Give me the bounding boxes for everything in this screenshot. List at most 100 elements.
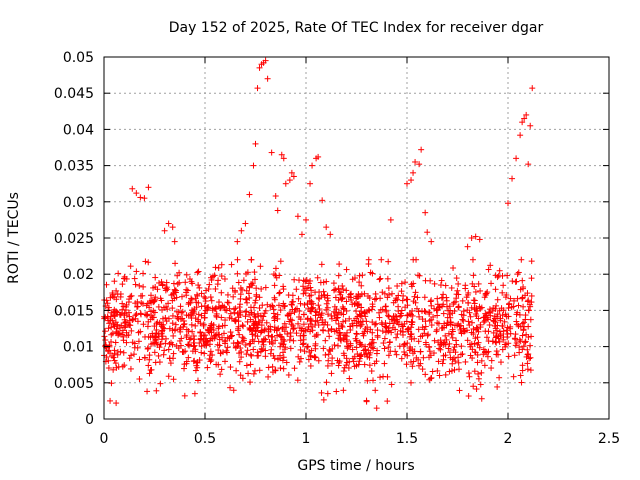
data-point	[478, 369, 485, 376]
data-point	[259, 339, 266, 346]
data-point	[347, 342, 354, 349]
data-point	[129, 339, 136, 346]
data-point	[419, 366, 426, 373]
data-point	[264, 75, 271, 82]
data-point	[304, 343, 311, 350]
data-point	[242, 220, 249, 227]
data-point	[308, 292, 315, 299]
data-point	[250, 162, 257, 169]
data-point	[388, 381, 395, 388]
data-point	[145, 259, 152, 266]
data-point	[277, 333, 284, 340]
data-point	[433, 326, 440, 333]
data-point	[377, 374, 384, 381]
data-point	[183, 292, 190, 299]
data-point	[265, 328, 272, 335]
data-point	[410, 256, 417, 263]
data-point	[456, 323, 463, 330]
data-point	[420, 354, 427, 361]
data-point	[475, 339, 482, 346]
data-point	[342, 317, 349, 324]
data-point	[306, 297, 313, 304]
data-point	[247, 304, 254, 311]
data-point	[527, 354, 534, 361]
data-point	[349, 355, 356, 362]
data-point	[197, 335, 204, 342]
data-point	[370, 377, 377, 384]
data-point	[343, 287, 350, 294]
data-point	[169, 320, 176, 327]
data-point	[280, 300, 287, 307]
data-point	[212, 332, 219, 339]
data-point	[146, 304, 153, 311]
data-point	[276, 272, 283, 279]
data-point	[144, 388, 151, 395]
data-point	[165, 315, 172, 322]
data-point	[152, 296, 159, 303]
data-point	[234, 256, 241, 263]
data-point	[412, 158, 419, 165]
data-point	[405, 328, 412, 335]
data-point	[490, 329, 497, 336]
data-point	[507, 323, 514, 330]
y-tick-label: 0.015	[54, 303, 94, 319]
data-point	[425, 331, 432, 338]
data-point	[127, 365, 134, 372]
data-point	[170, 332, 177, 339]
data-point	[174, 272, 181, 279]
data-point	[161, 325, 168, 332]
data-point	[514, 271, 521, 278]
data-point	[121, 273, 128, 280]
data-point	[111, 294, 118, 301]
data-point	[331, 287, 338, 294]
data-point	[136, 356, 143, 363]
data-point	[181, 392, 188, 399]
data-point	[386, 339, 393, 346]
data-point	[465, 370, 472, 377]
data-point	[169, 224, 176, 231]
data-point	[151, 297, 158, 304]
data-point	[526, 355, 533, 362]
data-point	[297, 332, 304, 339]
data-point	[111, 306, 118, 313]
data-point	[332, 294, 339, 301]
data-point	[524, 290, 531, 297]
data-point	[108, 338, 115, 345]
data-point	[336, 330, 343, 337]
data-point	[150, 307, 157, 314]
data-point	[357, 312, 364, 319]
data-point	[289, 317, 296, 324]
data-point	[155, 303, 162, 310]
data-point	[136, 282, 143, 289]
data-point	[296, 313, 303, 320]
data-point	[382, 303, 389, 310]
data-point	[343, 298, 350, 305]
data-point	[518, 379, 525, 386]
data-point	[307, 180, 314, 187]
data-point	[215, 264, 222, 271]
data-point	[207, 337, 214, 344]
data-point	[369, 336, 376, 343]
data-point	[417, 360, 424, 367]
data-point	[445, 345, 452, 352]
data-point	[252, 328, 259, 335]
data-point	[128, 327, 135, 334]
data-point	[367, 269, 374, 276]
data-point	[439, 324, 446, 331]
data-point	[385, 328, 392, 335]
data-point	[169, 341, 176, 348]
data-point	[200, 338, 207, 345]
data-point	[335, 362, 342, 369]
data-point	[339, 323, 346, 330]
data-point	[529, 85, 536, 92]
data-point	[428, 322, 435, 329]
data-point	[455, 354, 462, 361]
data-point	[456, 366, 463, 373]
data-point	[280, 365, 287, 372]
data-point	[362, 313, 369, 320]
data-point	[493, 302, 500, 309]
data-point	[524, 366, 531, 373]
data-point	[276, 290, 283, 297]
data-point	[470, 383, 477, 390]
y-tick-label: 0	[85, 412, 94, 428]
